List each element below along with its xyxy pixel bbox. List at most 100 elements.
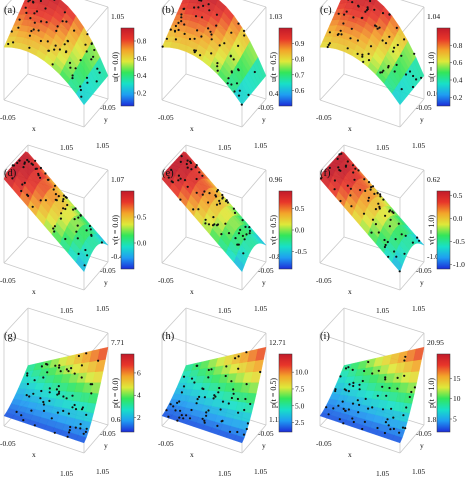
sample-point: [384, 378, 387, 381]
sample-point: [382, 198, 385, 201]
sample-point: [327, 43, 330, 47]
x-axis-label: x: [190, 450, 194, 459]
sample-point: [12, 41, 15, 44]
sample-point: [376, 191, 379, 194]
sample-point: [85, 50, 88, 53]
sample-point: [77, 216, 80, 219]
sample-point: [224, 374, 227, 378]
x-axis-label: x: [348, 287, 352, 296]
sample-point: [347, 366, 350, 369]
sample-point: [245, 351, 248, 354]
sample-point: [174, 24, 177, 28]
sample-point: [400, 233, 403, 236]
y-tick-label: -0.05: [258, 103, 274, 112]
sample-point: [390, 407, 393, 410]
sample-point: [354, 167, 357, 170]
sample-point: [98, 71, 101, 74]
x-tick-label: 1.05: [376, 306, 389, 315]
sample-point: [240, 103, 243, 106]
sample-point: [401, 426, 405, 429]
sample-point: [337, 12, 340, 15]
sample-point: [18, 18, 21, 21]
sample-point: [195, 364, 198, 367]
sample-point: [237, 411, 240, 414]
sample-point: [233, 211, 237, 214]
y-tick-label: -0.05: [258, 266, 274, 275]
colorbar: 10.0 7.5 5.0 2.5 p(t = 0.5): [269, 353, 308, 433]
sample-point: [374, 208, 377, 211]
sample-point: [33, 379, 36, 382]
y-tick-label: -0.05: [100, 103, 116, 112]
colorbar-tick-label: 0.4: [137, 71, 147, 80]
sample-point: [177, 174, 180, 177]
sample-point: [53, 225, 57, 228]
sample-point: [203, 396, 206, 399]
sample-point: [68, 429, 71, 432]
sample-point: [361, 379, 364, 383]
sample-point: [341, 400, 344, 403]
sample-point: [342, 407, 345, 410]
sample-point: [39, 176, 42, 179]
sample-point: [334, 388, 337, 391]
sample-point: [363, 178, 366, 181]
sample-point: [217, 391, 220, 394]
sample-points: [325, 355, 416, 435]
colorbar: 0.5 0.0 -0.5 v(t = 0.5): [269, 190, 307, 270]
colorbar-tick-label: -0.5: [295, 247, 307, 256]
sample-point: [195, 402, 198, 405]
sample-point: [71, 394, 74, 397]
colorbar-tick-label: 7.5: [295, 384, 305, 393]
sample-point: [373, 8, 376, 11]
sample-point: [180, 155, 183, 158]
sample-point: [383, 431, 386, 435]
sample-point: [367, 360, 370, 364]
sample-point: [230, 31, 233, 34]
sample-point: [336, 157, 339, 160]
sample-point: [215, 24, 218, 27]
sample-point: [356, 52, 359, 56]
sample-point: [367, 407, 370, 410]
sample-point: [230, 83, 233, 86]
sample-point: [366, 6, 369, 9]
sample-point: [201, 417, 204, 420]
sample-point: [396, 387, 399, 390]
sample-point: [376, 394, 379, 397]
x-tick-label: -0.05: [0, 113, 16, 122]
sample-point: [71, 406, 74, 409]
sample-point: [376, 426, 379, 430]
sample-point: [194, 15, 198, 18]
sample-point: [244, 397, 247, 401]
y-tick-label: 1.05: [96, 141, 109, 150]
sample-point: [363, 420, 366, 423]
y-axis-label: y: [262, 278, 266, 287]
sample-point: [216, 424, 219, 427]
sample-point: [90, 392, 93, 395]
colorbar-tick-label: -1.0: [453, 260, 465, 269]
sample-point: [242, 433, 246, 436]
z-bottom-label: -1.07: [427, 252, 443, 261]
sample-point: [69, 425, 72, 429]
colorbar-tick-label: 0.9: [295, 39, 305, 48]
sample-point: [26, 382, 29, 386]
sample-point: [344, 367, 348, 370]
sample-point: [48, 387, 51, 390]
sample-point: [420, 76, 423, 79]
sample-point: [39, 0, 42, 3]
sample-point: [79, 59, 82, 62]
sample-point: [16, 161, 19, 165]
sample-point: [378, 26, 381, 29]
sample-point: [179, 177, 182, 180]
sample-point: [63, 11, 66, 14]
y-axis-label: y: [104, 441, 108, 450]
sample-point: [397, 222, 400, 225]
sample-point: [79, 88, 82, 92]
sample-point: [47, 49, 50, 52]
x-tick-label: 1.05: [60, 469, 73, 478]
sample-point: [198, 171, 201, 174]
sample-point: [225, 365, 228, 368]
sample-point: [344, 165, 347, 168]
sample-point: [230, 380, 233, 383]
colorbar-tick-label: 0.6: [295, 86, 305, 95]
sample-point: [388, 386, 391, 390]
colorbar-tick-label: -0.5: [453, 237, 465, 246]
